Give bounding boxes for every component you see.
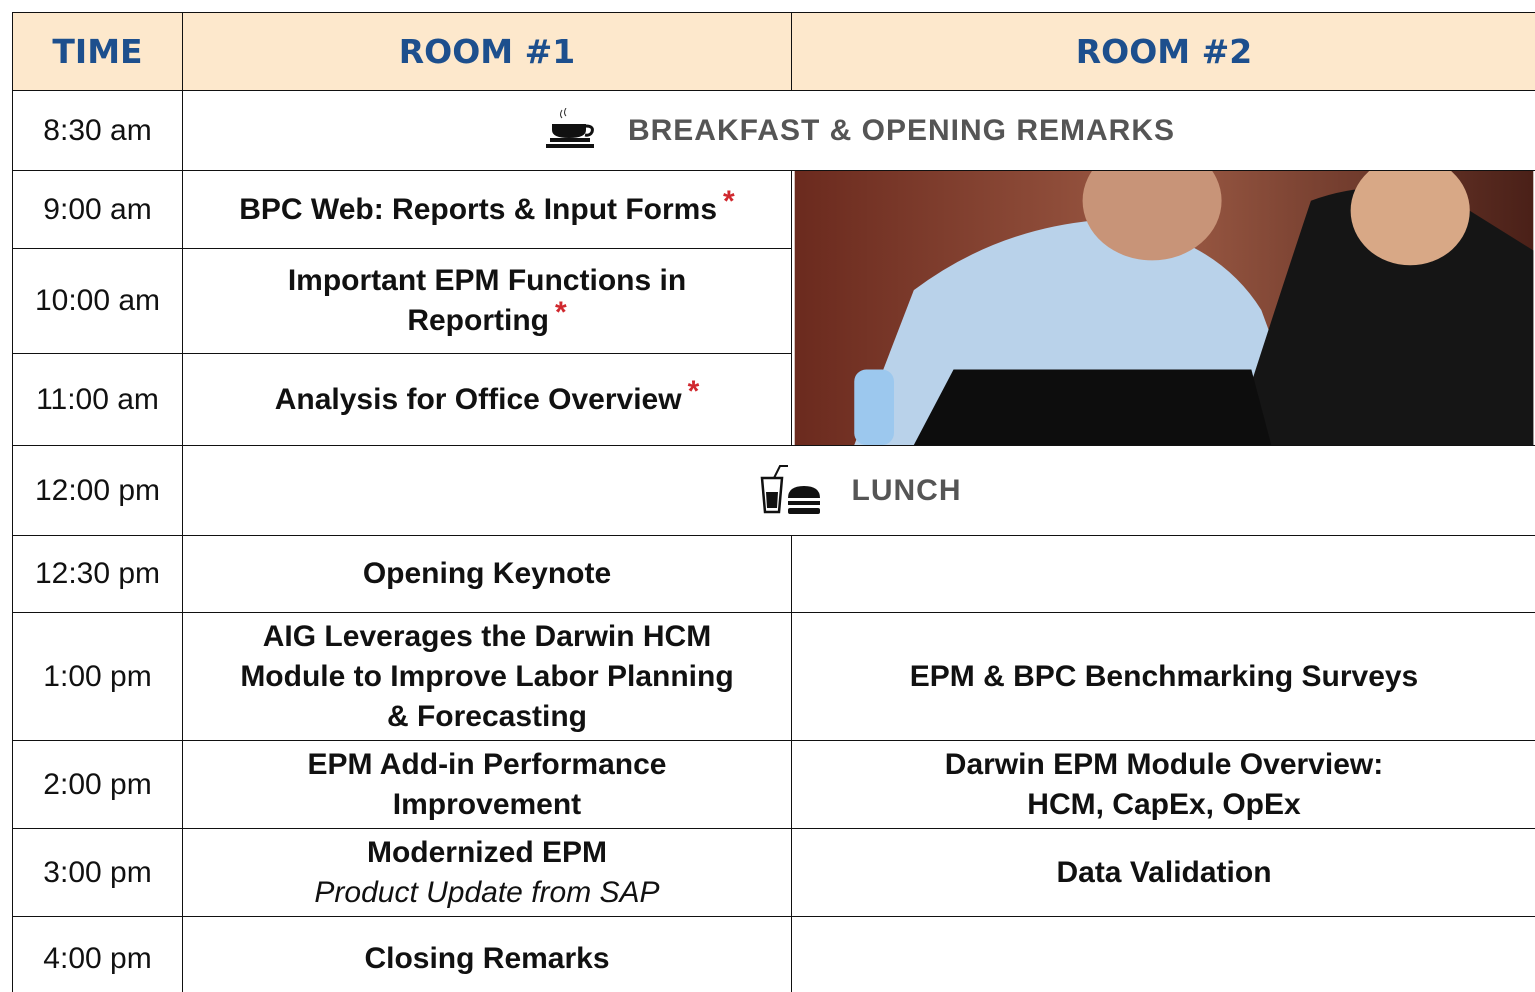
required-marker: * bbox=[687, 374, 700, 408]
time-label: 10:00 am bbox=[34, 284, 161, 317]
time-cell: 12:30 pm bbox=[12, 535, 183, 613]
room1-cell: Closing Remarks bbox=[182, 916, 792, 992]
session-title: Data Validation bbox=[1056, 855, 1272, 889]
time-label: 12:00 pm bbox=[34, 473, 161, 507]
header-cell: ROOM #2 bbox=[791, 12, 1535, 91]
break-label: LUNCH bbox=[851, 473, 962, 507]
room1-cell: BPC Web: Reports & Input Forms * bbox=[182, 170, 792, 249]
header-text: ROOM #2 bbox=[1075, 31, 1253, 71]
icon bbox=[760, 464, 820, 514]
time-label: 11:00 am bbox=[36, 382, 159, 416]
session-title: EPM Add-in Performance bbox=[307, 747, 667, 781]
session-title: Modernized EPM bbox=[366, 835, 607, 869]
break-cell: LUNCH bbox=[182, 445, 1535, 536]
session-title: BPC Web: Reports & Input Forms * bbox=[239, 184, 735, 226]
room1-cell: Analysis for Office Overview * bbox=[182, 353, 792, 446]
room2-cell: Darwin EPM Module Overview: HCM, CapEx, O… bbox=[791, 740, 1535, 829]
room2-cell: EPM & BPC Benchmarking Surveys bbox=[791, 612, 1535, 741]
session-title: Closing Remarks bbox=[364, 941, 610, 975]
time-label: 2:00 pm bbox=[43, 767, 152, 801]
time-cell: 2:00 pm bbox=[12, 740, 183, 829]
time-label: 9:00 am bbox=[43, 192, 152, 226]
header-cell: ROOM #1 bbox=[182, 12, 792, 91]
time-label: 1:00 pm bbox=[43, 659, 152, 693]
room2-cell bbox=[791, 916, 1535, 992]
session-title: AIG Leverages the Darwin HCM bbox=[262, 619, 712, 653]
room1-cell: AIG Leverages the Darwin HCM Module to Im… bbox=[182, 612, 792, 741]
time-cell: 10:00 am bbox=[12, 248, 183, 354]
room1-cell: Opening Keynote bbox=[182, 535, 792, 613]
session-title: Analysis for Office Overview * bbox=[274, 374, 700, 416]
session-title: Important EPM Functions in bbox=[287, 264, 687, 297]
room1-cell: Important EPM Functions in Reporting * bbox=[182, 248, 792, 354]
break-cell: BREAKFAST & OPENING REMARKS bbox=[182, 90, 1535, 171]
session-title: Improvement bbox=[392, 787, 582, 821]
session-subtitle: Product Update from SAP bbox=[314, 875, 660, 909]
session-title: Opening Keynote bbox=[362, 557, 612, 590]
icon bbox=[545, 107, 594, 148]
session-title: HCM, CapEx, OpEx bbox=[1027, 787, 1301, 821]
required-marker: * bbox=[723, 184, 735, 218]
time-label: 8:30 am bbox=[43, 113, 152, 147]
room1-cell: EPM Add-in Performance Improvement bbox=[182, 740, 792, 829]
required-marker: * bbox=[554, 296, 567, 329]
break-label: BREAKFAST & OPENING REMARKS bbox=[627, 113, 1176, 147]
session-title: EPM & BPC Benchmarking Surveys bbox=[909, 659, 1419, 693]
time-cell: 12:00 pm bbox=[12, 445, 183, 536]
session-title: Module to Improve Labor Planning bbox=[240, 659, 734, 693]
time-cell: 11:00 am bbox=[12, 353, 183, 446]
time-cell: 9:00 am bbox=[12, 170, 183, 249]
time-label: 3:00 pm bbox=[43, 855, 152, 889]
time-label: 12:30 pm bbox=[34, 557, 161, 590]
session-title: Darwin EPM Module Overview: bbox=[944, 747, 1384, 781]
room1-cell: Modernized EPM Product Update from SAP bbox=[182, 828, 792, 917]
photo-image bbox=[794, 171, 1534, 445]
time-cell: 8:30 am bbox=[12, 90, 183, 171]
session-title: & Forecasting bbox=[386, 699, 588, 733]
time-cell: 4:00 pm bbox=[12, 916, 183, 992]
time-cell: 3:00 pm bbox=[12, 828, 183, 917]
header-text: TIME bbox=[52, 31, 143, 71]
header-cell: TIME bbox=[12, 12, 183, 91]
header-text: ROOM #1 bbox=[398, 31, 576, 71]
room2-cell: Data Validation bbox=[791, 828, 1535, 917]
time-label: 4:00 pm bbox=[43, 941, 152, 975]
photo bbox=[791, 170, 1535, 446]
session-title: Reporting * bbox=[407, 296, 567, 337]
room2-cell bbox=[791, 535, 1535, 613]
time-cell: 1:00 pm bbox=[12, 612, 183, 741]
